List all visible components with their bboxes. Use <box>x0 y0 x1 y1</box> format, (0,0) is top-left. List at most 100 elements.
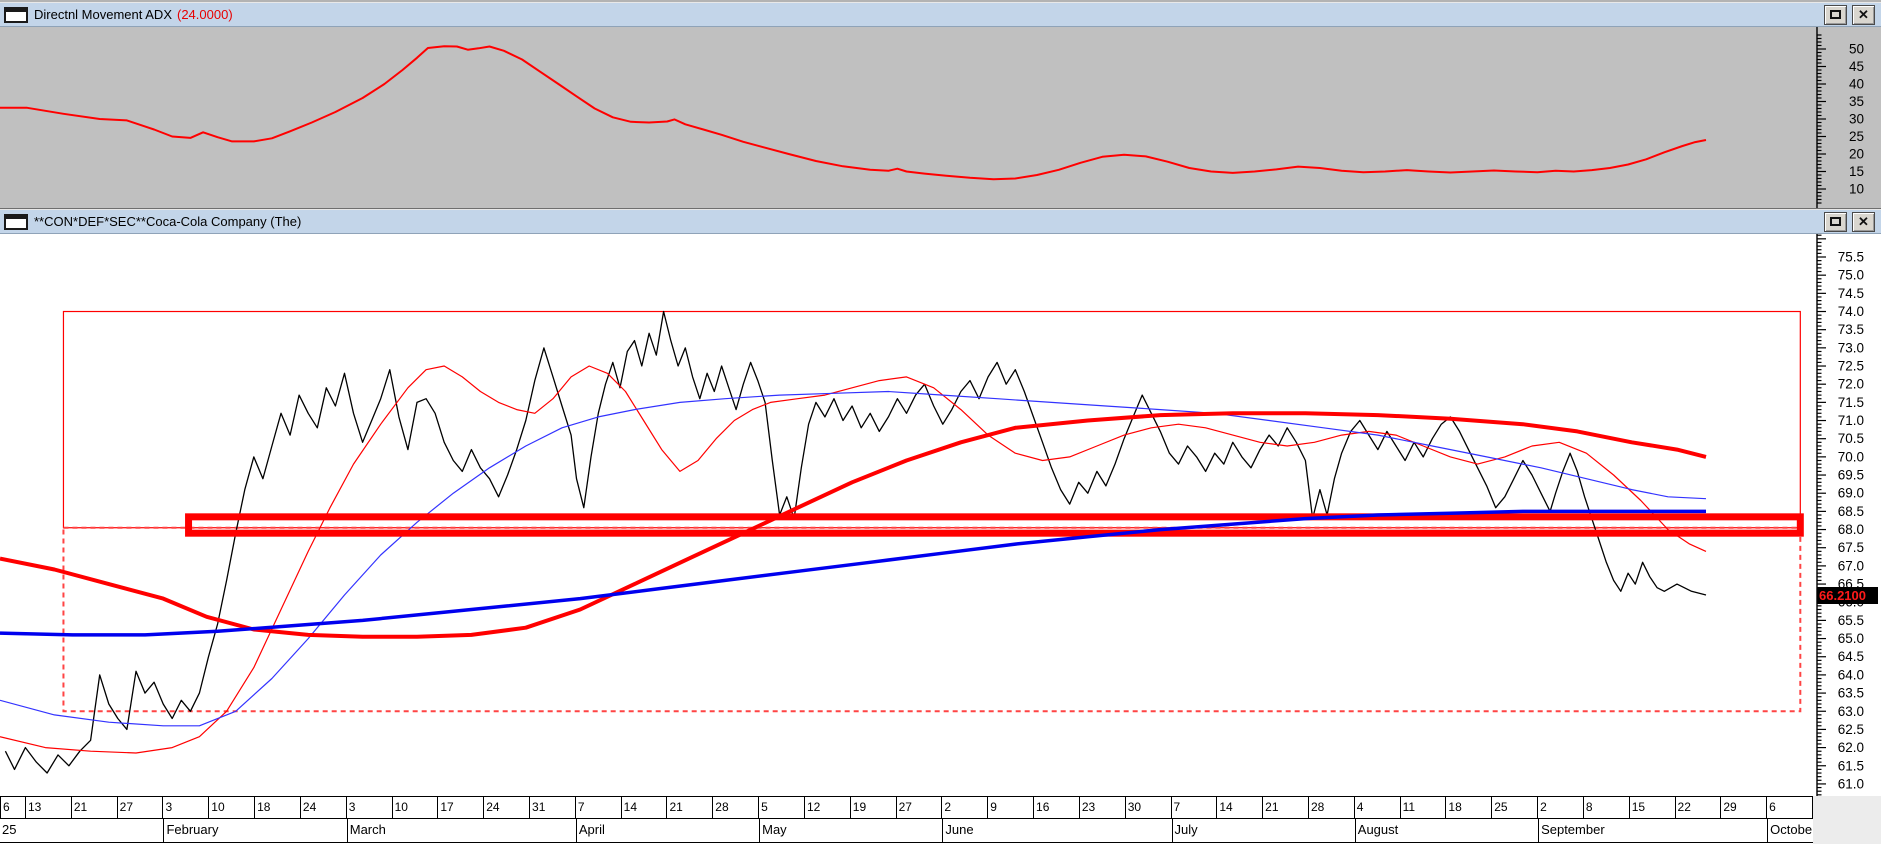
month-label-cell: 25 <box>0 819 164 843</box>
month-label-cell: March <box>346 819 576 843</box>
axis-tick-label: 45 <box>1849 59 1864 74</box>
series-ma-slow-blue <box>0 509 1706 637</box>
week-tick-cell: 30 <box>1124 796 1172 819</box>
week-tick-cell: 5 <box>758 796 805 819</box>
week-tick-cell: 6 <box>1766 796 1813 819</box>
week-tick-cell: 27 <box>116 796 164 819</box>
week-tick-cell: 7 <box>574 796 622 819</box>
series-ma-slow-red <box>0 411 1707 639</box>
week-tick-cell: 16 <box>1033 796 1080 819</box>
week-tick-cell: 3 <box>345 796 393 819</box>
last-price-badge: 66.2100 <box>1817 586 1878 604</box>
month-label-cell: June <box>942 819 1172 843</box>
axis-tick-label: 69.0 <box>1838 486 1864 501</box>
axis-tick-label: 64.0 <box>1838 667 1864 682</box>
window-icon[interactable] <box>4 213 28 230</box>
axis-tick-label: 74.5 <box>1838 286 1864 301</box>
month-label-cell: April <box>575 819 760 843</box>
adx-indicator-window: Directnl Movement ADX (24.0000) ✕ 50 45 40… <box>0 2 1881 209</box>
axis-tick-label: 35 <box>1849 94 1864 109</box>
axis-tick-label: 75.5 <box>1838 250 1864 265</box>
adx-plot[interactable]: 50 45 40 35 30 25 20 15 10 <box>0 27 1881 208</box>
series-ma-fast-red <box>0 365 1707 754</box>
week-tick-cell: 29 <box>1720 796 1768 819</box>
axis-tick-label: 65.0 <box>1838 631 1864 646</box>
price-chart-area[interactable]: 75.5 75.0 74.5 74.0 73.5 73.0 72.5 72.0 71.5 71.0… <box>0 234 1881 796</box>
maximize-icon <box>1830 10 1841 19</box>
month-label-cell: October <box>1767 819 1813 843</box>
axis-tick-label: 15 <box>1849 164 1864 179</box>
adx-indicator-value: (24.0000) <box>177 7 233 22</box>
week-tick-cell: 22 <box>1674 796 1722 819</box>
week-tick-cell: 28 <box>712 796 760 819</box>
axis-tick-label: 71.5 <box>1838 395 1864 410</box>
week-tick-cell: 21 <box>1262 796 1309 819</box>
week-tick-cell: 13 <box>25 796 72 819</box>
axis-tick-label: 50 <box>1849 42 1864 57</box>
axis-tick-label: 68.5 <box>1838 504 1864 519</box>
window-icon[interactable] <box>4 6 28 23</box>
maximize-button[interactable] <box>1824 4 1847 25</box>
axis-tick-label: 62.5 <box>1838 722 1864 737</box>
week-tick-cell: 28 <box>1307 796 1355 819</box>
axis-tick-label: 67.0 <box>1838 558 1864 573</box>
axis-tick-label: 71.0 <box>1838 413 1864 428</box>
window-footer-strip <box>0 844 1881 852</box>
week-tick-cell: 7 <box>1170 796 1218 819</box>
annotation-resistance-box <box>62 310 1801 529</box>
week-tick-cell: 14 <box>620 796 668 819</box>
axis-tick-label: 67.5 <box>1838 540 1864 555</box>
week-tick-cell: 17 <box>437 796 485 819</box>
week-tick-cell: 19 <box>849 796 897 819</box>
axis-tick-label: 72.5 <box>1838 359 1864 374</box>
week-tick-cell: 2 <box>941 796 989 819</box>
price-window-title: **CON*DEF*SEC**Coca-Cola Company (The) <box>34 214 302 229</box>
week-tick-cell: 15 <box>1628 796 1676 819</box>
price-chart-window: **CON*DEF*SEC**Coca-Cola Company (The) ✕… <box>0 209 1881 852</box>
axis-tick-label: 74.0 <box>1838 304 1864 319</box>
adx-title-bar[interactable]: Directnl Movement ADX (24.0000) ✕ <box>0 3 1881 27</box>
annotation-pivot-band <box>185 513 1804 537</box>
week-tick-cell: 25 <box>1491 796 1539 819</box>
axis-tick-label: 70.0 <box>1838 449 1864 464</box>
axis-tick-label: 40 <box>1849 77 1864 92</box>
axis-tick-label: 20 <box>1849 147 1864 162</box>
week-tick-cell: 21 <box>666 796 714 819</box>
week-tick-cell: 18 <box>254 796 301 819</box>
close-button[interactable]: ✕ <box>1852 4 1875 25</box>
axis-tick-label: 72.0 <box>1838 377 1864 392</box>
week-tick-cell: 3 <box>162 796 210 819</box>
week-tick-cell: 24 <box>299 796 347 819</box>
axis-tick-label: 73.5 <box>1838 322 1864 337</box>
month-label-cell: September <box>1538 819 1768 843</box>
axis-tick-label: 75.0 <box>1838 268 1864 283</box>
month-label-cell: August <box>1354 819 1539 843</box>
maximize-button[interactable] <box>1824 211 1847 232</box>
week-tick-cell: 10 <box>391 796 439 819</box>
week-tick-cell: 18 <box>1445 796 1493 819</box>
week-tick-cell: 4 <box>1353 796 1401 819</box>
week-tick-cell: 14 <box>1216 796 1264 819</box>
adx-window-title: Directnl Movement ADX <box>34 7 172 22</box>
axis-tick-label: 70.5 <box>1838 431 1864 446</box>
week-tick-cell: 2 <box>1537 796 1584 819</box>
adx-chart-area[interactable]: 50 45 40 35 30 25 20 15 10 <box>0 27 1881 208</box>
axis-tick-label: 10 <box>1849 182 1864 197</box>
price-title-bar[interactable]: **CON*DEF*SEC**Coca-Cola Company (The) ✕ <box>0 210 1881 234</box>
week-tick-cell: 12 <box>803 796 851 819</box>
week-tick-cell: 31 <box>529 796 576 819</box>
week-tick-cell: 23 <box>1078 796 1126 819</box>
price-plot[interactable]: 75.5 75.0 74.5 74.0 73.5 73.0 72.5 72.0 71.5 71.0… <box>0 234 1881 796</box>
axis-tick-label: 73.0 <box>1838 340 1864 355</box>
close-icon: ✕ <box>1858 6 1869 22</box>
week-tick-cell: 10 <box>208 796 256 819</box>
axis-tick-label: 64.5 <box>1838 649 1864 664</box>
week-tick-cell: 27 <box>895 796 943 819</box>
series-close <box>4 310 1707 774</box>
date-axis[interactable]: 6 13 21 27 25 3 10 18 24 February 3 10 17 24 31 March 7 1… <box>0 796 1881 844</box>
week-tick-cell: 6 <box>0 796 26 819</box>
month-label-cell: February <box>163 819 347 843</box>
week-tick-cell: 9 <box>987 796 1035 819</box>
close-button[interactable]: ✕ <box>1852 211 1875 232</box>
axis-tick-label: 68.0 <box>1838 522 1864 537</box>
